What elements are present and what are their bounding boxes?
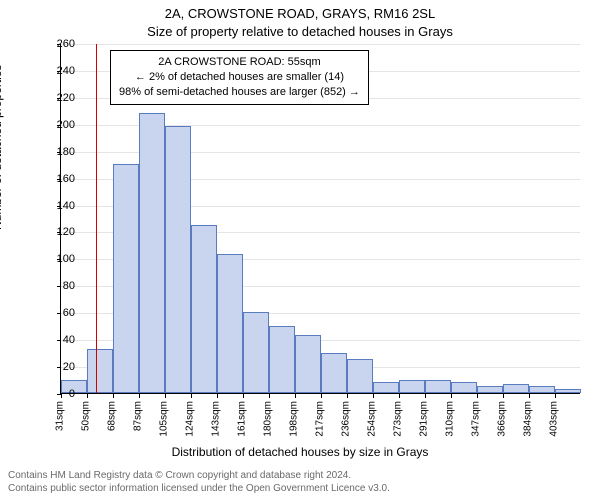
histogram-bar: [295, 335, 321, 393]
y-tick-label: 160: [45, 173, 75, 185]
y-tick-label: 180: [45, 146, 75, 158]
x-tick-label: 50sqm: [81, 401, 92, 431]
histogram-bar: [373, 382, 399, 393]
histogram-bar: [555, 389, 581, 393]
histogram-bar: [347, 359, 373, 393]
x-tick-mark: [321, 394, 322, 398]
x-tick-label: 384sqm: [523, 401, 534, 437]
annotation-line-3: 98% of semi-detached houses are larger (…: [119, 85, 360, 100]
y-tick-label: 260: [45, 38, 75, 50]
x-tick-label: 347sqm: [471, 401, 482, 437]
x-tick-label: 161sqm: [237, 401, 248, 437]
histogram-bar: [269, 326, 295, 393]
x-tick-label: 87sqm: [133, 401, 144, 431]
x-tick-mark: [477, 394, 478, 398]
x-tick-label: 236sqm: [341, 401, 352, 437]
gridline: [61, 44, 580, 45]
histogram-bar: [243, 312, 269, 393]
y-tick-label: 140: [45, 200, 75, 212]
x-tick-mark: [165, 394, 166, 398]
x-tick-label: 254sqm: [367, 401, 378, 437]
x-tick-label: 31sqm: [55, 401, 66, 431]
y-axis-label: Number of detached properties: [0, 65, 4, 230]
chart-container: 2A, CROWSTONE ROAD, GRAYS, RM16 2SL Size…: [0, 0, 600, 500]
x-tick-mark: [529, 394, 530, 398]
x-tick-label: 366sqm: [497, 401, 508, 437]
x-tick-mark: [217, 394, 218, 398]
histogram-bar: [113, 164, 139, 393]
histogram-bar: [191, 225, 217, 393]
reference-line: [96, 44, 97, 393]
x-tick-mark: [191, 394, 192, 398]
histogram-bar: [425, 380, 451, 393]
y-tick-label: 40: [45, 334, 75, 346]
histogram-bar: [477, 386, 503, 393]
x-tick-mark: [87, 394, 88, 398]
annotation-box: 2A CROWSTONE ROAD: 55sqm ← 2% of detache…: [110, 50, 369, 105]
histogram-bar: [139, 113, 165, 393]
x-tick-label: 403sqm: [549, 401, 560, 437]
y-tick-label: 80: [45, 280, 75, 292]
x-tick-mark: [425, 394, 426, 398]
x-tick-label: 105sqm: [159, 401, 170, 437]
y-tick-label: 20: [45, 361, 75, 373]
x-tick-label: 291sqm: [419, 401, 430, 437]
annotation-line-2: ← 2% of detached houses are smaller (14): [119, 70, 360, 85]
attribution-line-2: Contains public sector information licen…: [8, 483, 390, 496]
y-tick-label: 220: [45, 92, 75, 104]
x-tick-mark: [503, 394, 504, 398]
histogram-bar: [87, 349, 113, 393]
x-tick-label: 124sqm: [185, 401, 196, 437]
y-tick-label: 100: [45, 253, 75, 265]
x-tick-mark: [295, 394, 296, 398]
y-tick-label: 60: [45, 307, 75, 319]
chart-subtitle: Size of property relative to detached ho…: [0, 24, 600, 39]
histogram-bar: [529, 386, 555, 393]
histogram-bar: [451, 382, 477, 393]
histogram-bar: [399, 380, 425, 393]
histogram-bar: [165, 126, 191, 393]
x-tick-label: 217sqm: [315, 401, 326, 437]
x-tick-mark: [373, 394, 374, 398]
x-tick-mark: [269, 394, 270, 398]
x-tick-mark: [139, 394, 140, 398]
x-tick-mark: [243, 394, 244, 398]
x-tick-label: 310sqm: [445, 401, 456, 437]
x-tick-mark: [451, 394, 452, 398]
attribution-line-1: Contains HM Land Registry data © Crown c…: [8, 470, 390, 483]
x-axis-label: Distribution of detached houses by size …: [0, 445, 600, 459]
annotation-line-1: 2A CROWSTONE ROAD: 55sqm: [119, 55, 360, 70]
x-tick-mark: [113, 394, 114, 398]
histogram-bar: [321, 353, 347, 393]
x-tick-mark: [399, 394, 400, 398]
x-tick-mark: [347, 394, 348, 398]
y-tick-label: 0: [45, 388, 75, 400]
x-tick-label: 180sqm: [263, 401, 274, 437]
histogram-bar: [217, 254, 243, 393]
x-tick-label: 273sqm: [393, 401, 404, 437]
x-tick-label: 68sqm: [107, 401, 118, 431]
histogram-bar: [503, 384, 529, 393]
x-tick-mark: [555, 394, 556, 398]
attribution-text: Contains HM Land Registry data © Crown c…: [8, 470, 390, 495]
y-tick-label: 240: [45, 65, 75, 77]
x-tick-label: 198sqm: [289, 401, 300, 437]
x-tick-label: 143sqm: [211, 401, 222, 437]
y-tick-label: 120: [45, 226, 75, 238]
y-tick-label: 200: [45, 119, 75, 131]
chart-title: 2A, CROWSTONE ROAD, GRAYS, RM16 2SL: [0, 6, 600, 21]
